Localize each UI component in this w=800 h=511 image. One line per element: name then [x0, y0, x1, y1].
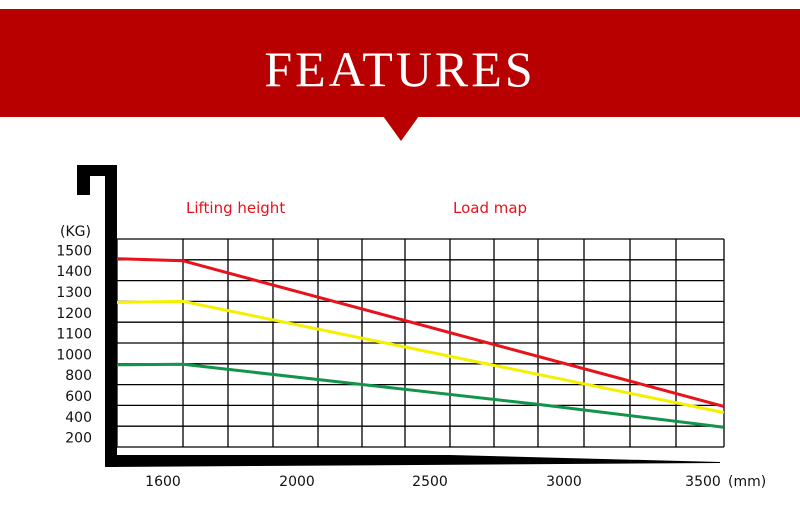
y-axis: [105, 165, 117, 467]
y-tick-label: 600: [65, 389, 92, 405]
chart-title: Load map: [453, 199, 527, 217]
y-axis-label: (KG): [60, 224, 91, 240]
header-banner: FEATURES: [0, 9, 800, 117]
y-tick-label: 1000: [56, 347, 92, 363]
x-tick-label: 3000: [546, 474, 582, 490]
x-axis: [105, 455, 720, 467]
axis-hook-top: [77, 165, 117, 176]
y-tick-label: 1200: [56, 306, 92, 322]
x-tick-label: 2000: [279, 474, 315, 490]
x-axis-unit: (mm): [728, 474, 766, 490]
series-line-yellow: [116, 299, 725, 415]
x-tick-label: 2500: [412, 474, 448, 490]
y-tick-label: 800: [65, 368, 92, 384]
y-tick-label: 1100: [56, 327, 92, 343]
y-tick-label: 1300: [56, 285, 92, 301]
page-title: FEATURES: [264, 41, 536, 97]
y-tick-label: 1500: [56, 243, 92, 259]
series-line-green: [116, 362, 725, 429]
axis-hook-left: [77, 165, 90, 195]
x-tick-label: 1600: [145, 474, 181, 490]
chart-series: [116, 257, 725, 429]
series-line-red: [116, 257, 725, 408]
y-tick-label: 400: [65, 410, 92, 426]
banner-pointer: [383, 116, 419, 141]
x-tick-label: 3500: [685, 474, 721, 490]
y-tick-label: 1400: [56, 264, 92, 280]
legend-title: Lifting height: [186, 199, 285, 217]
chart-grid: [116, 238, 725, 448]
y-tick-label: 200: [65, 431, 92, 447]
